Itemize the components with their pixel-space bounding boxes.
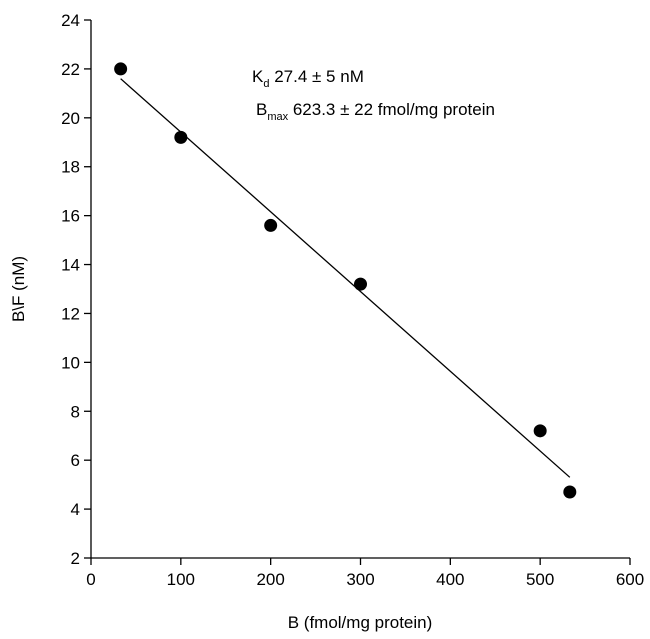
y-tick-label: 20 bbox=[61, 109, 80, 128]
kd-subscript: d bbox=[263, 78, 269, 90]
y-tick-label: 10 bbox=[61, 353, 80, 372]
x-tick-label: 300 bbox=[346, 570, 374, 589]
x-tick-label: 200 bbox=[256, 570, 284, 589]
data-point bbox=[114, 62, 128, 76]
y-tick-label: 12 bbox=[61, 304, 80, 323]
data-point bbox=[563, 485, 577, 499]
y-tick-label: 2 bbox=[71, 549, 80, 568]
x-tick-label: 0 bbox=[86, 570, 95, 589]
bmax-subscript: max bbox=[267, 111, 288, 123]
x-axis-label: B (fmol/mg protein) bbox=[288, 613, 433, 632]
bmax-main: B bbox=[256, 100, 267, 119]
kd-annotation: Kd 27.4 ± 5 nM bbox=[252, 67, 364, 90]
x-tick-label: 500 bbox=[526, 570, 554, 589]
y-tick-label: 18 bbox=[61, 158, 80, 177]
regression-line bbox=[120, 78, 571, 478]
bmax-value: 623.3 ± 22 fmol/mg protein bbox=[288, 100, 495, 119]
x-ticks: 0 100 200 300 400 500 600 bbox=[86, 558, 644, 589]
y-tick-label: 8 bbox=[71, 402, 80, 421]
data-point bbox=[354, 277, 367, 291]
data-points bbox=[114, 62, 577, 499]
y-tick-label: 14 bbox=[61, 256, 80, 275]
y-tick-label: 4 bbox=[71, 500, 80, 519]
kd-main: K bbox=[252, 67, 264, 86]
x-tick-label: 600 bbox=[616, 570, 644, 589]
kd-value: 27.4 ± 5 nM bbox=[269, 67, 363, 86]
x-tick-label: 400 bbox=[436, 570, 464, 589]
y-tick-label: 6 bbox=[71, 451, 80, 470]
data-point bbox=[264, 218, 278, 232]
y-tick-label: 24 bbox=[61, 11, 80, 30]
data-point bbox=[533, 424, 547, 438]
y-axis-label: B\F (nM) bbox=[9, 256, 28, 322]
data-point bbox=[174, 130, 188, 144]
bmax-annotation: Bmax 623.3 ± 22 fmol/mg protein bbox=[256, 100, 495, 123]
x-tick-label: 100 bbox=[167, 570, 195, 589]
y-tick-label: 16 bbox=[61, 207, 80, 226]
y-tick-label: 22 bbox=[61, 60, 80, 79]
